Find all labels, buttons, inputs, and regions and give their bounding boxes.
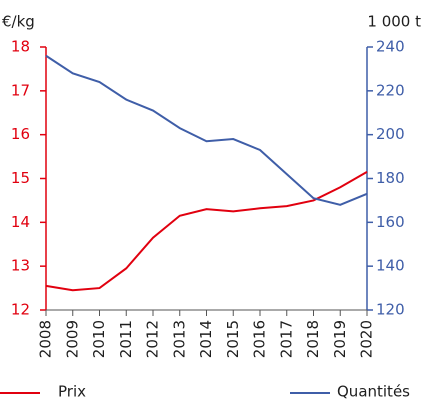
x-tick-label: 2016 (251, 320, 269, 358)
y2-tick-label: 140 (376, 257, 405, 275)
legend-label: Quantités (337, 383, 410, 401)
y-tick-label: 17 (11, 81, 30, 99)
y2-tick-label: 220 (376, 81, 405, 99)
y2-axis-label: 1 000 t (367, 13, 421, 31)
y-axis-label: €/kg (2, 13, 35, 31)
x-tick-label: 2018 (304, 320, 322, 358)
y2-tick-label: 180 (376, 169, 405, 187)
y2-tick-label: 240 (376, 38, 405, 56)
x-tick-label: 2020 (358, 320, 376, 358)
y-tick-label: 14 (11, 213, 30, 231)
y2-tick-label: 120 (376, 301, 405, 319)
line-series (45, 54, 368, 206)
x-tick-label: 2013 (170, 320, 188, 358)
y2-tick-label: 200 (376, 125, 405, 143)
x-tick-label: 2009 (63, 320, 81, 358)
x-tick-label: 2014 (197, 320, 215, 358)
y2-tick-label: 160 (376, 213, 405, 231)
legend-label: Prix (58, 383, 86, 401)
y-tick-label: 12 (11, 301, 30, 319)
y-tick-label: 13 (11, 257, 30, 275)
x-tick-label: 2017 (277, 320, 295, 358)
x-tick-label: 2008 (37, 320, 55, 358)
x-tick-label: 2011 (117, 320, 135, 358)
x-tick-label: 2012 (144, 320, 162, 358)
y-tick-label: 16 (11, 125, 30, 143)
x-tick-label: 2010 (90, 320, 108, 358)
x-tick-label: 2015 (224, 320, 242, 358)
line-series (45, 171, 368, 292)
y-tick-label: 18 (11, 38, 30, 56)
x-tick-label: 2019 (331, 320, 349, 358)
y-tick-label: 15 (11, 169, 30, 187)
